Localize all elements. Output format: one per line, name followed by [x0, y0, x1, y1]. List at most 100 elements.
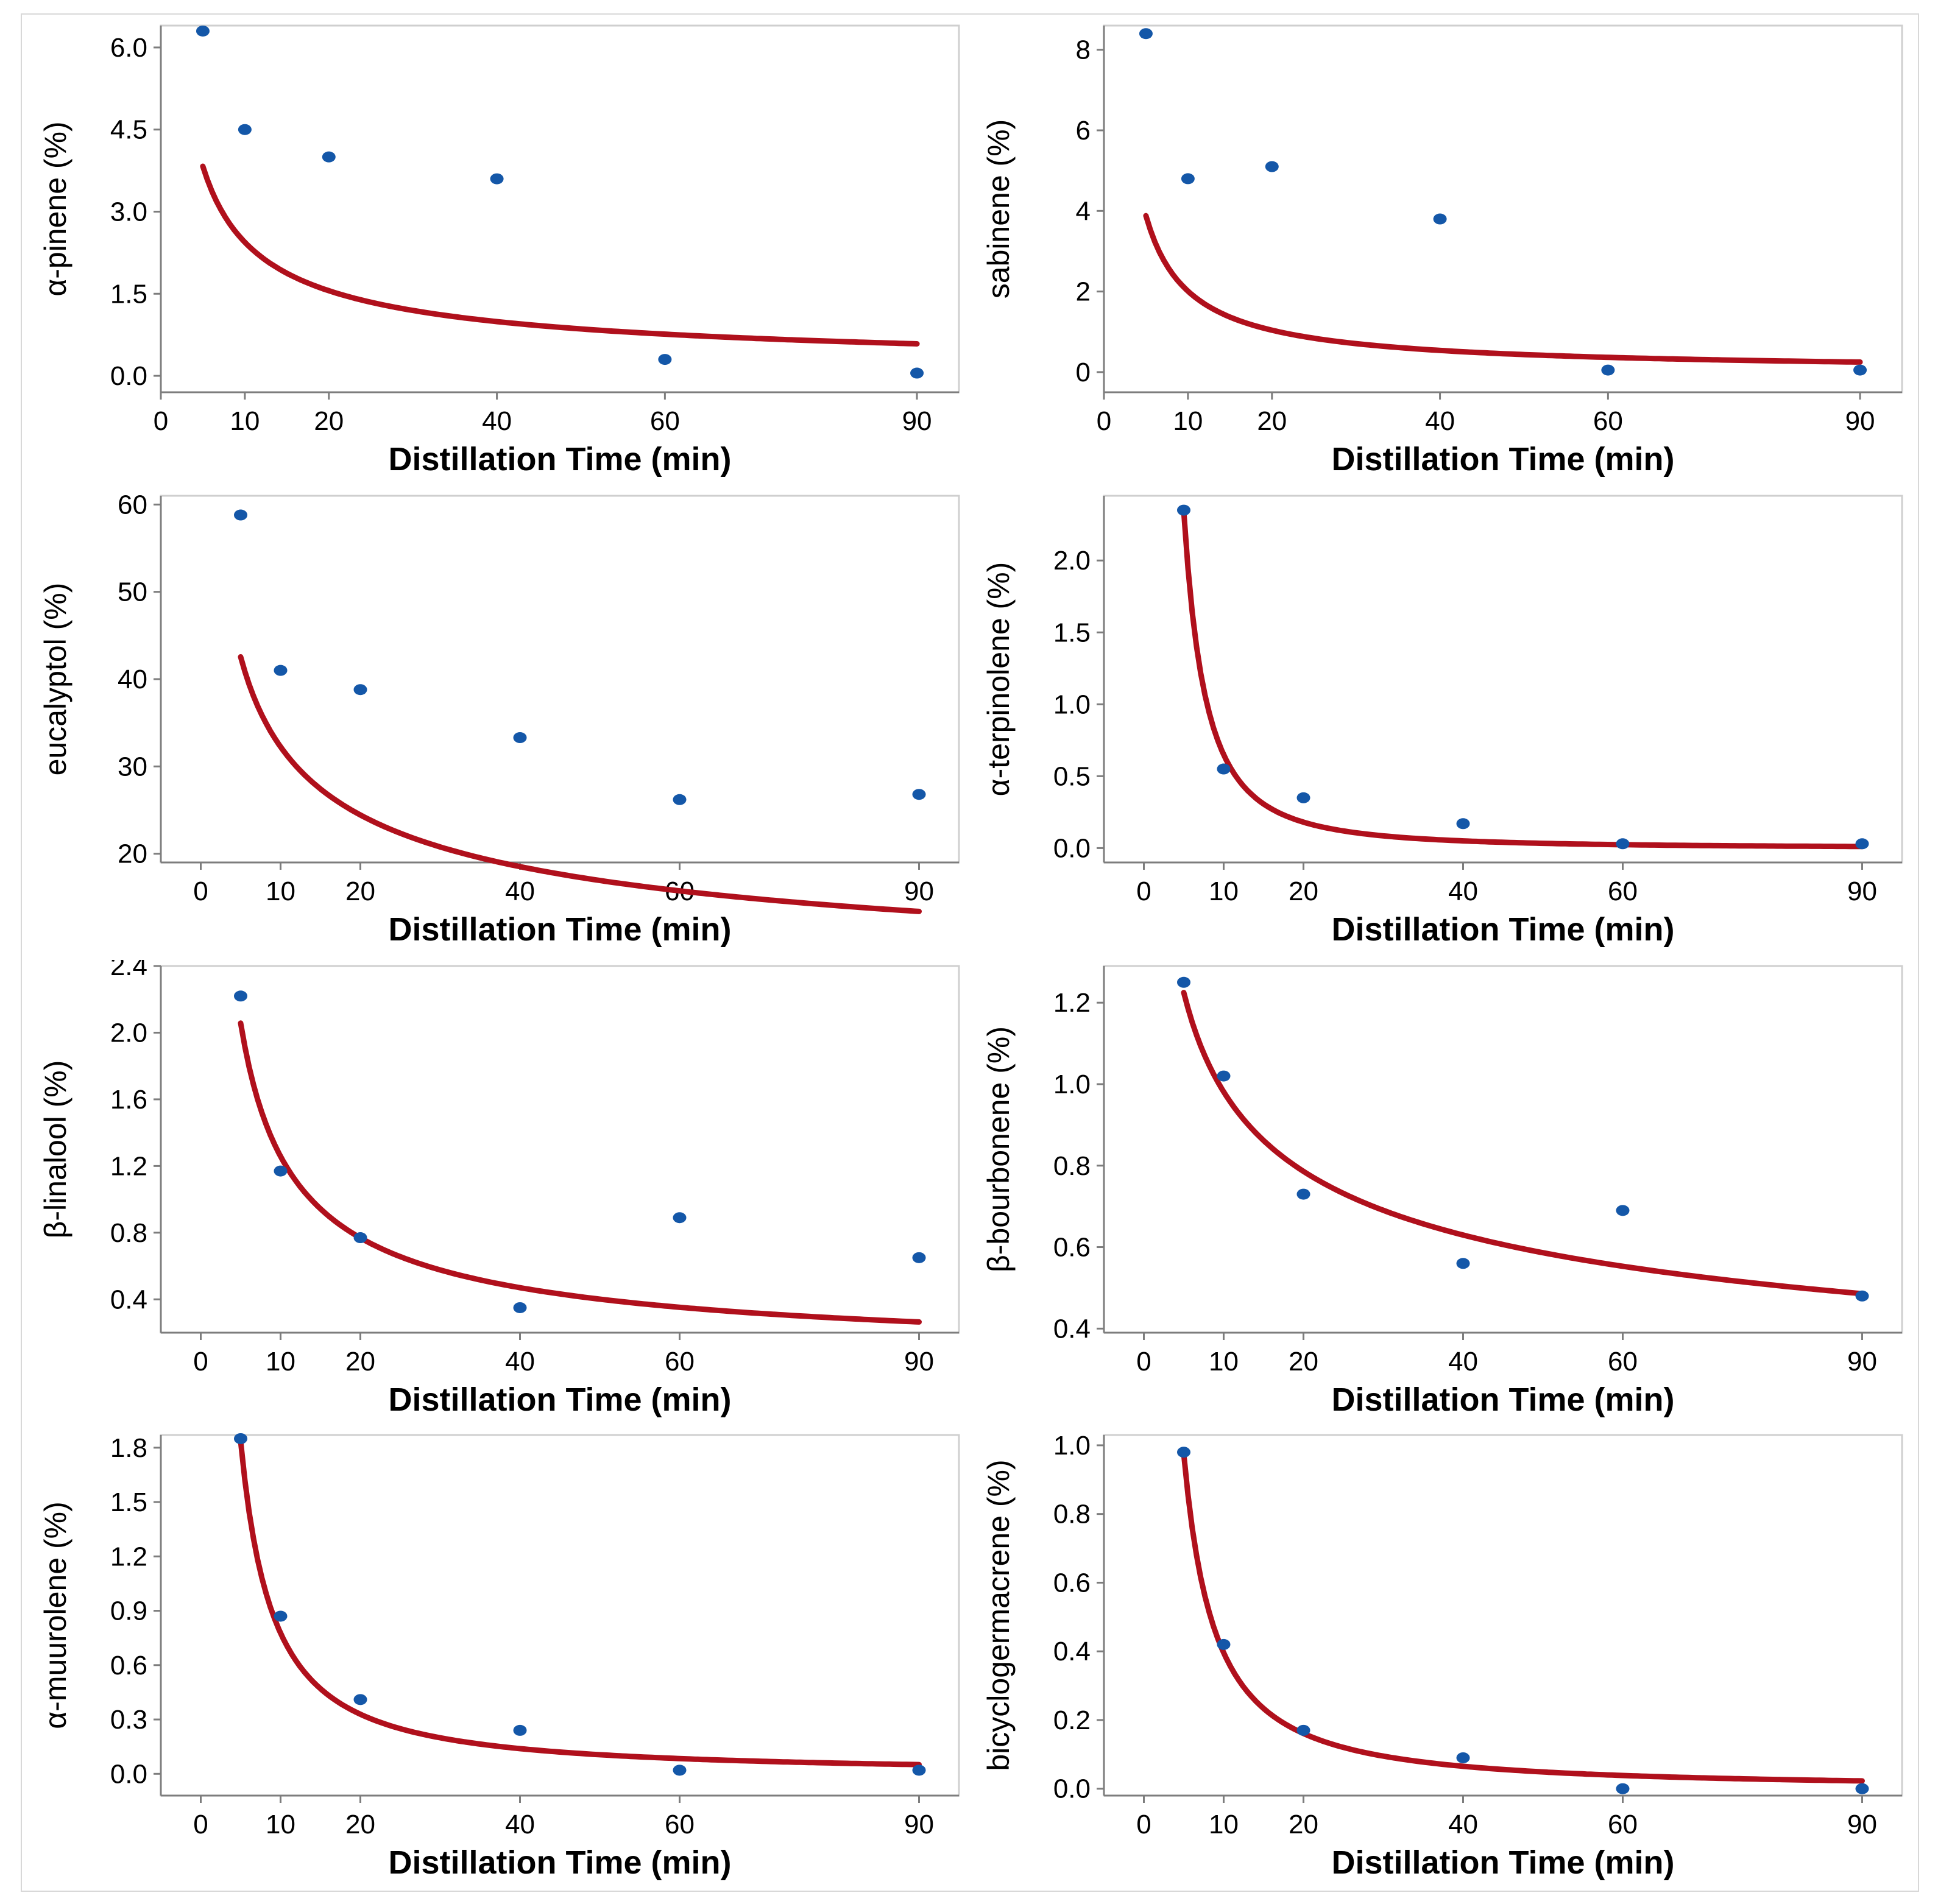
y-tick-label: 0.0: [1053, 833, 1091, 863]
y-axis-title: α-terpinolene (%): [981, 562, 1016, 797]
data-point: [234, 990, 247, 1002]
y-tick-label: 8: [1076, 35, 1091, 65]
plot-frame: [160, 965, 960, 1334]
data-point: [1616, 838, 1630, 850]
x-tick-label: 40: [482, 406, 512, 436]
data-point: [513, 1724, 527, 1736]
x-tick-label: 60: [650, 406, 680, 436]
data-point: [234, 1433, 247, 1444]
x-tick-label: 20: [314, 406, 344, 436]
data-point: [274, 1165, 288, 1177]
chart-svg-alpha-pinene: 0 10 20 40 60 90 0.0 1.5 3.0 4.5 6.0 Distillation T…: [38, 24, 960, 478]
y-axis-title: β-bourbonene (%): [981, 1026, 1016, 1272]
x-tick-label: 40: [1425, 406, 1455, 436]
figure-frame: 0 10 20 40 60 90 0.0 1.5 3.0 4.5 6.0 Distillation T…: [21, 13, 1919, 1892]
data-point: [673, 1765, 687, 1776]
data-point: [912, 1252, 926, 1263]
fit-curve: [1181, 508, 1865, 850]
x-tick-label: 20: [1289, 1810, 1318, 1839]
data-point: [1433, 213, 1447, 225]
chart-sabinene: 0 10 20 40 60 90 0 2 4 6 8 Distillation Time (min) s…: [977, 19, 1908, 484]
x-tick-label: 40: [505, 1347, 535, 1377]
y-tick-label: 30: [118, 752, 147, 781]
data-point: [353, 1232, 367, 1244]
y-axis-title: bicyclogermacrene (%): [981, 1459, 1016, 1771]
fit-curve: [238, 1020, 922, 1325]
x-tick-label: 0: [1136, 1810, 1151, 1839]
x-tick-label: 20: [1257, 406, 1287, 436]
data-point: [910, 367, 924, 379]
chart-beta-linalool: 0 10 20 40 60 90 0.4 0.8 1.2 1.6 2.0 2.4 Distillatio…: [34, 960, 965, 1424]
y-tick-label: 0.2: [1053, 1705, 1091, 1735]
x-tick-label: 0: [193, 876, 208, 906]
y-tick-label: 20: [118, 839, 147, 869]
chart-svg-beta-bourbonene: 0 10 20 40 60 90 0.4 0.6 0.8 1.0 1.2 Distillation T…: [981, 965, 1903, 1418]
data-point: [912, 1765, 926, 1776]
plot-frame: [1103, 24, 1903, 393]
y-tick-label: 0.0: [110, 361, 147, 391]
data-point: [1217, 1638, 1231, 1650]
data-point: [353, 684, 367, 696]
plot-frame: [1103, 495, 1903, 864]
y-tick-label: 1.0: [1053, 1431, 1091, 1461]
x-tick-label: 40: [1448, 1810, 1478, 1839]
y-tick-label: 0.6: [1053, 1233, 1091, 1263]
data-point: [196, 25, 210, 37]
y-tick-label: 2: [1076, 277, 1091, 307]
y-tick-label: 1.5: [110, 1487, 147, 1517]
chart-eucalyptol: 0 10 20 40 60 90 20 30 40 50 60 Distillation Time (…: [34, 490, 965, 954]
x-tick-label: 90: [1845, 406, 1875, 436]
data-point: [274, 665, 288, 676]
y-tick-label: 1.2: [110, 1151, 147, 1181]
x-tick-label: 10: [266, 1347, 295, 1377]
x-axis-title: Distillation Time (min): [388, 911, 731, 948]
y-tick-label: 0.6: [110, 1651, 147, 1680]
x-tick-label: 10: [230, 406, 260, 436]
x-axis-title: Distillation Time (min): [388, 441, 731, 478]
chart-svg-sabinene: 0 10 20 40 60 90 0 2 4 6 8 Distillation Time (min) s…: [981, 24, 1903, 478]
y-tick-label: 2.0: [1053, 546, 1091, 576]
y-axis-title: β-linalool (%): [38, 1060, 72, 1239]
y-tick-label: 0.8: [1053, 1500, 1091, 1529]
data-point: [322, 151, 336, 163]
data-point: [1456, 1752, 1470, 1763]
x-tick-label: 10: [1173, 406, 1203, 436]
x-axis-title: Distillation Time (min): [1331, 441, 1674, 478]
x-tick-label: 90: [1847, 1810, 1877, 1839]
data-point: [513, 1302, 527, 1313]
data-point: [1296, 1724, 1310, 1736]
y-tick-label: 0.9: [110, 1596, 147, 1626]
x-tick-label: 0: [1136, 876, 1151, 906]
x-tick-label: 90: [1847, 1347, 1877, 1377]
data-point: [1616, 1783, 1630, 1794]
data-point: [1177, 504, 1190, 516]
x-tick-label: 60: [665, 1347, 695, 1377]
data-point: [1456, 1258, 1470, 1269]
x-tick-label: 60: [1593, 406, 1623, 436]
x-tick-label: 20: [1289, 876, 1318, 906]
chart-alpha-terpinolene: 0 10 20 40 60 90 0.0 0.5 1.0 1.5 2.0 Distillation T…: [977, 490, 1908, 954]
data-point: [912, 789, 926, 800]
fit-curve: [1181, 1451, 1865, 1784]
data-point: [1296, 792, 1310, 803]
y-tick-label: 3.0: [110, 197, 147, 227]
data-point: [1601, 364, 1615, 376]
y-tick-label: 4.5: [110, 115, 147, 145]
x-tick-label: 0: [154, 406, 168, 436]
x-tick-label: 10: [1209, 876, 1239, 906]
y-tick-label: 6: [1076, 116, 1091, 146]
x-tick-label: 90: [904, 1347, 934, 1377]
data-point: [658, 354, 672, 365]
y-tick-label: 1.0: [1053, 1070, 1091, 1099]
chart-svg-beta-linalool: 0 10 20 40 60 90 0.4 0.8 1.2 1.6 2.0 2.4 Distillatio…: [38, 960, 960, 1418]
data-point: [1456, 818, 1470, 830]
data-point: [673, 794, 687, 805]
x-tick-label: 90: [902, 406, 932, 436]
plot-frame: [160, 24, 960, 393]
x-tick-label: 0: [193, 1347, 208, 1377]
data-point: [1616, 1205, 1630, 1216]
x-tick-label: 90: [904, 1810, 934, 1839]
fit-curve: [238, 1438, 922, 1768]
y-axis-title: α-pinene (%): [38, 121, 72, 296]
